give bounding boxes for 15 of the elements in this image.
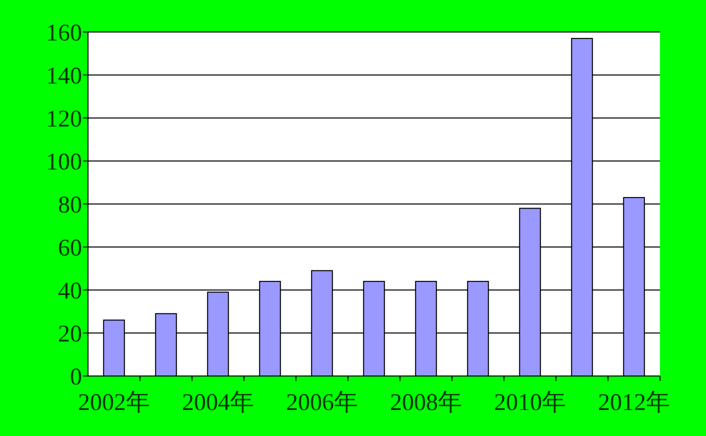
x-tick-label: 2002年 <box>78 390 150 416</box>
x-tick-label: 2006年 <box>286 390 358 416</box>
y-tick-label: 40 <box>58 278 82 304</box>
x-tick-label: 2004年 <box>182 390 254 416</box>
y-tick-label: 120 <box>46 106 82 132</box>
y-tick-label: 100 <box>46 149 82 176</box>
y-tick-label: 140 <box>46 63 82 90</box>
x-tick-label: 2008年 <box>390 390 462 416</box>
x-tick-label: 2012年 <box>598 390 670 416</box>
y-tick-label: 60 <box>58 235 82 262</box>
y-tick-label: 160 <box>46 20 82 46</box>
x-tick-label: 2010年 <box>494 390 566 416</box>
y-tick-label: 0 <box>70 364 82 390</box>
y-tick-label: 80 <box>58 192 82 218</box>
y-tick-label: 20 <box>58 321 82 348</box>
